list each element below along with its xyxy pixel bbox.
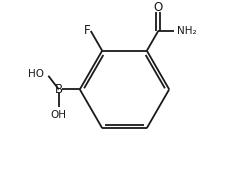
Text: NH₂: NH₂ — [177, 26, 196, 36]
Text: HO: HO — [28, 69, 44, 79]
Text: B: B — [55, 83, 63, 96]
Text: F: F — [84, 24, 90, 37]
Text: O: O — [154, 1, 163, 14]
Text: OH: OH — [51, 110, 67, 120]
